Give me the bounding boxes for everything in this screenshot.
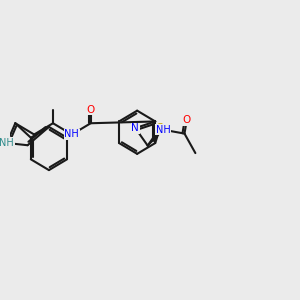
Text: NH: NH xyxy=(156,125,170,135)
Text: NH: NH xyxy=(64,130,79,140)
Text: O: O xyxy=(87,105,95,115)
Text: NH: NH xyxy=(0,138,14,148)
Text: S: S xyxy=(157,123,163,133)
Text: O: O xyxy=(183,115,191,125)
Text: N: N xyxy=(131,123,139,133)
